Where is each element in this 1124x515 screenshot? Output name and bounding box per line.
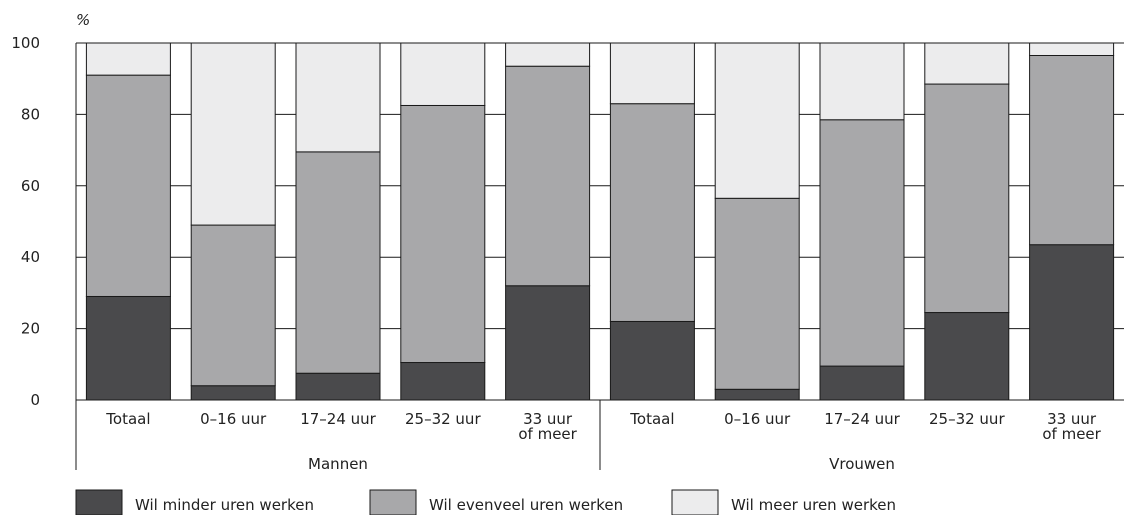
bar-segment [400,362,486,401]
legend-label: Wil evenveel uren werken [429,496,623,514]
bar-segment [819,42,905,121]
group-label: Vrouwen [829,455,895,473]
bar-segment [609,320,695,401]
y-tick-label: 80 [21,105,40,123]
y-tick-label: 40 [21,248,40,266]
bar-segment [505,42,591,67]
legend-swatch [75,489,123,515]
x-tick-label: of meer [518,425,577,443]
bar-segment [819,119,905,367]
bar-segment [1029,244,1115,401]
bar-segment [714,388,800,401]
y-tick-label: 0 [30,391,40,409]
y-tick-label: 100 [11,34,40,52]
x-tick-label: 33 uur [523,410,573,428]
x-tick-label: 25–32 uur [405,410,481,428]
bar-segment [85,42,171,76]
axis-labels: 0 20 40 60 80 100% Totaal 0–16 uur 17–24 uur 25–3… [11,11,1101,473]
bar-segment [85,295,171,401]
bar-segment [609,42,695,105]
bar-segment [1029,42,1115,56]
bar-segment [819,365,905,401]
bar-segment [190,42,276,226]
x-tick-label: 17–24 uur [824,410,900,428]
bar-segment [190,385,276,401]
x-tick-label: of meer [1042,425,1101,443]
legend: Wil minder uren werken Wil evenveel uren … [75,489,896,515]
x-tick-label: Totaal [629,410,674,428]
bar-segment [505,285,591,401]
x-tick-label: 33 uur [1047,410,1097,428]
bar-segment [400,104,486,364]
bar-segment [295,372,381,401]
bar-segment [924,312,1010,401]
bar-segment [1029,54,1115,246]
bar-segment [295,151,381,374]
y-tick-label: 60 [21,177,40,195]
x-tick-label: 0–16 uur [724,410,791,428]
axes [75,43,1124,470]
x-tick-label: 25–32 uur [929,410,1005,428]
bar-segment [295,42,381,153]
legend-swatch [369,489,417,515]
bar-segment [924,83,1010,314]
bar-segment [400,42,486,106]
bars [85,42,1115,401]
legend-label: Wil meer uren werken [731,496,896,514]
y-unit-label: % [76,11,90,29]
bar-segment [714,42,800,199]
y-tick-label: 20 [21,320,40,338]
bar-segment [714,197,800,390]
legend-swatch [671,489,719,515]
x-tick-label: Totaal [105,410,150,428]
bar-segment [190,224,276,387]
x-tick-label: 0–16 uur [200,410,267,428]
bar-segment [505,65,591,287]
legend-label: Wil minder uren werken [135,496,314,514]
bar-segment [609,103,695,322]
bar-segment [85,74,171,297]
x-tick-label: 17–24 uur [300,410,376,428]
group-label: Mannen [308,455,368,473]
bar-segment [924,42,1010,85]
